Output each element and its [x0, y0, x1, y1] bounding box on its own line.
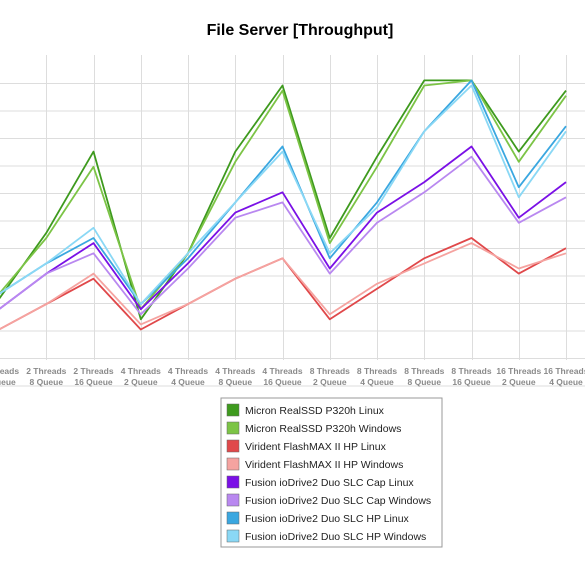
x-tick-label: 4 Threads 2 Queue: [121, 366, 161, 387]
x-tick-label: 4 Threads 16 Queue: [262, 366, 302, 387]
series-lines: [0, 79, 567, 331]
series-line-8: [0, 84, 567, 306]
x-tick-label: 8 Threads 2 Queue: [310, 366, 350, 387]
series-line-7: [0, 79, 567, 306]
x-tick-label: 2 Threads 8 Queue: [26, 366, 66, 387]
legend-label: Fusion ioDrive2 Duo SLC Cap Linux: [245, 477, 414, 489]
legend-label: Virident FlashMAX II HP Windows: [245, 459, 403, 471]
series-line-4: [0, 242, 567, 330]
legend: Micron RealSSD P320h Linux Micron RealSSD…: [220, 397, 443, 548]
legend-swatch: [226, 457, 240, 471]
chart-title: File Server [Throughput]: [207, 22, 394, 39]
legend-swatch: [226, 403, 240, 417]
legend-label: Micron RealSSD P320h Linux: [245, 405, 385, 417]
x-tick-label: 8 Threads 8 Queue: [404, 366, 444, 387]
legend-swatch: [226, 529, 240, 543]
x-tick-label: 8 Threads 4 Queue: [357, 366, 397, 387]
legend-swatch: [226, 511, 240, 525]
legend-swatch: [226, 475, 240, 489]
legend-label: Virident FlashMAX II HP Linux: [245, 441, 387, 453]
x-tick-label: 16 Threads 2 Queue: [496, 366, 541, 387]
x-tick-label: 16 Threads 4 Queue: [544, 366, 585, 387]
legend-swatch: [226, 439, 240, 453]
legend-label: Fusion ioDrive2 Duo SLC HP Windows: [245, 531, 426, 543]
legend-swatch: [226, 421, 240, 435]
legend-swatch: [226, 493, 240, 507]
legend-label: Micron RealSSD P320h Windows: [245, 423, 401, 435]
legend-label: Fusion ioDrive2 Duo SLC HP Linux: [245, 513, 410, 525]
x-tick-label: 2 Threads 16 Queue: [73, 366, 113, 387]
x-tick-label: 4 Threads 8 Queue: [215, 366, 255, 387]
legend-box: [220, 397, 443, 548]
x-tick-label: 4 Threads 4 Queue: [168, 366, 208, 387]
series-line-6: [0, 155, 567, 316]
legend-label: Fusion ioDrive2 Duo SLC Cap Windows: [245, 495, 431, 507]
x-tick-label: 8 Threads 16 Queue: [451, 366, 491, 387]
series-line-5: [0, 145, 567, 311]
grid: [0, 55, 585, 387]
